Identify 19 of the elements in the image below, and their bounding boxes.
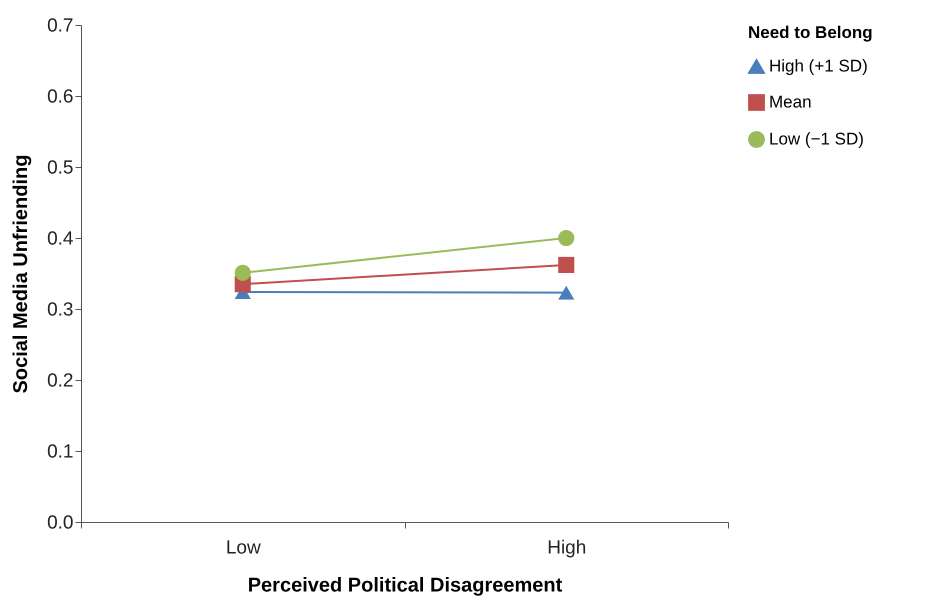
y-tick-label: 0.0 [47,512,74,534]
x-axis-title: Perceived Political Disagreement [248,574,563,596]
point [558,256,574,274]
y-tick-label: 0.3 [47,300,74,320]
legend-label: High (+1 SD) [769,56,868,76]
y-tick-label: 0.2 [47,370,74,392]
y-tick-label: 0.6 [47,86,74,108]
y-axis-title: Social Media Unfriending [10,154,32,394]
y-tick-label: 0.5 [47,158,74,178]
y-tick-label: 0.7 [47,16,74,36]
point [558,230,574,246]
legend-label: Low (−1 SD) [769,130,864,148]
legend-title: Need to Belong [748,23,873,42]
x-tick-label: High [547,538,586,558]
x-tick-label: Low [226,538,261,558]
y-tick-label: 0.1 [47,442,74,462]
point [234,264,251,281]
legend-label: Mean [769,92,812,112]
y-tick-label: 0.4 [47,228,74,250]
